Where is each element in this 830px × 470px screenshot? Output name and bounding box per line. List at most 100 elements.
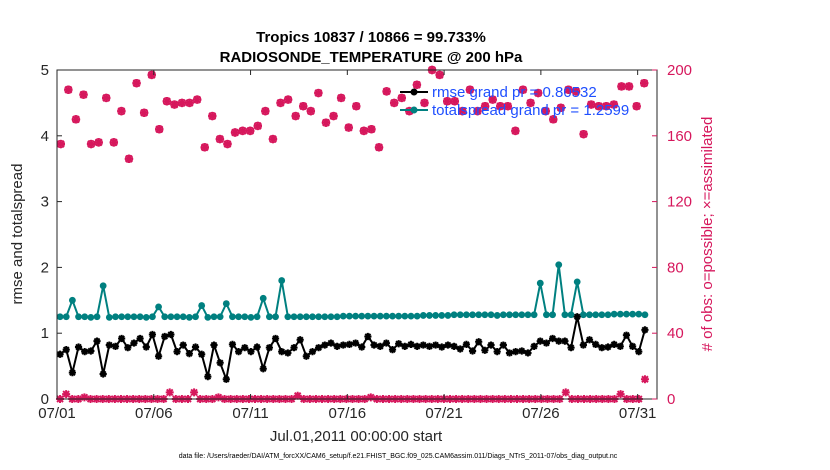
rmse-marker-core [347, 341, 352, 347]
rmse-marker-core [199, 351, 205, 357]
totalspread-marker [124, 313, 132, 321]
rmse-marker [438, 343, 446, 351]
assimilated-obs-marker [139, 108, 149, 117]
totalspread-marker [142, 314, 150, 321]
totalspread-marker [438, 312, 446, 319]
rmse-marker [567, 344, 575, 352]
rmse-marker [401, 342, 409, 350]
rmse-marker [339, 341, 347, 349]
y-left-tick-label: 1 [41, 325, 49, 342]
totalspread-marker [641, 311, 649, 319]
rmse-marker-core [457, 346, 463, 352]
assimilated-obs-marker [200, 143, 209, 152]
rmse-marker [216, 359, 224, 367]
rmse-marker [290, 344, 298, 352]
rmse-marker [555, 337, 563, 345]
assimilated-obs-marker [299, 101, 308, 111]
rmse-marker [382, 339, 390, 347]
unassimilated-count-marker [214, 393, 223, 402]
rmse-marker-core [494, 349, 500, 355]
rmse-marker [585, 336, 594, 344]
totalspread-marker [629, 310, 637, 318]
unassimilated-count-marker [80, 393, 89, 402]
rmse-marker-core [82, 349, 88, 355]
y-right-tick-label: 40 [667, 325, 684, 342]
assimilated-obs-marker [541, 106, 550, 116]
rmse-marker-core [69, 370, 75, 376]
rmse-marker-core [211, 342, 217, 348]
rmse-marker [468, 347, 477, 355]
totalspread-marker [136, 313, 144, 321]
x-tick-label: 07/16 [329, 405, 367, 422]
x-tick-label: 07/06 [135, 405, 173, 422]
assimilated-obs-marker [56, 139, 65, 149]
assimilated-obs-marker [640, 78, 649, 88]
rmse-marker-core [574, 314, 580, 320]
assimilated-obs-marker [617, 82, 626, 91]
totalspread-marker [105, 314, 113, 321]
totalspread-marker [296, 313, 304, 321]
rmse-marker [419, 341, 427, 349]
assimilated-obs-marker [215, 134, 225, 144]
rmse-marker [388, 346, 397, 354]
assimilated-obs-marker [609, 100, 619, 109]
totalspread-marker [499, 311, 507, 319]
rmse-marker [536, 337, 544, 345]
rmse-marker [616, 342, 624, 350]
rmse-marker-core [131, 340, 137, 346]
assimilated-obs-marker [155, 125, 164, 134]
assimilated-obs-marker [382, 87, 391, 96]
totalspread-marker [235, 313, 243, 321]
totalspread-marker [635, 310, 643, 318]
rmse-marker [579, 341, 587, 349]
totalspread-marker [112, 313, 119, 321]
totalspread-marker [401, 312, 409, 320]
totalspread-marker [623, 310, 630, 318]
rmse-marker-core [617, 343, 623, 349]
assimilated-obs-marker [586, 100, 596, 109]
rmse-marker-core [470, 348, 475, 354]
rmse-marker [118, 334, 126, 343]
rmse-marker-core [266, 345, 272, 351]
assimilated-obs-marker [170, 100, 179, 109]
rmse-marker-core [150, 332, 155, 337]
rmse-marker-core [390, 347, 395, 353]
assimilated-obs-marker [359, 126, 369, 136]
totalspread-marker [302, 313, 310, 321]
totalspread-marker [524, 311, 532, 319]
rmse-marker [333, 342, 341, 350]
totalspread-marker [376, 312, 384, 320]
rmse-marker-core [568, 345, 574, 351]
assimilated-obs-marker [397, 93, 406, 103]
y-right-tick-label: 80 [667, 259, 684, 276]
rmse-marker-core [303, 353, 309, 359]
totalspread-marker [161, 313, 169, 321]
assimilated-obs-marker [208, 111, 217, 121]
rmse-marker-core [599, 345, 605, 351]
rmse-marker [499, 341, 507, 349]
rmse-marker [635, 348, 643, 356]
rmse-marker-core [279, 349, 285, 355]
totalspread-marker [487, 311, 495, 319]
assimilated-obs-marker [223, 139, 232, 149]
totalspread-marker [149, 313, 156, 321]
rmse-marker [278, 348, 286, 356]
rmse-marker-core [125, 345, 131, 351]
rmse-marker [622, 331, 631, 339]
rmse-marker [204, 373, 212, 381]
rmse-marker-core [113, 343, 118, 349]
totalspread-marker [407, 312, 415, 320]
y-left-tick-label: 2 [41, 259, 49, 276]
rmse-marker-core [76, 344, 81, 350]
rmse-marker-core [402, 343, 408, 349]
rmse-marker-core [531, 343, 537, 349]
totalspread-marker [118, 313, 126, 321]
rmse-marker [462, 340, 470, 348]
rmse-marker-core [217, 360, 223, 366]
rmse-marker [475, 338, 483, 346]
rmse-marker [610, 340, 618, 348]
rmse-marker-core [439, 344, 445, 350]
rmse-marker [315, 344, 323, 352]
rmse-marker-core [63, 347, 69, 353]
rmse-marker [327, 339, 335, 347]
